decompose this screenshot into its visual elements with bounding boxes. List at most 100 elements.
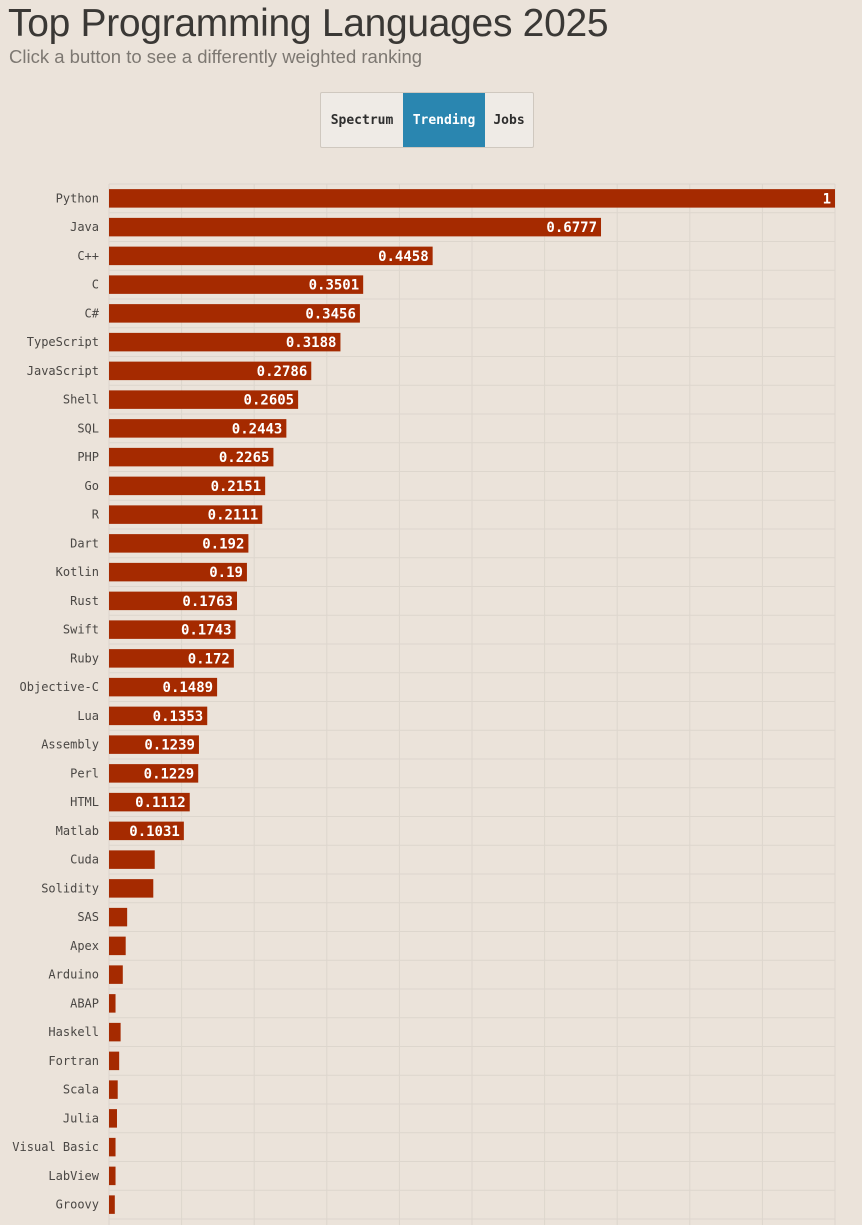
bar-abap [109, 994, 116, 1013]
category-label: Shell [63, 393, 99, 407]
value-label: 0.19 [209, 565, 243, 581]
value-label: 0.1489 [163, 680, 214, 696]
bar-rust [109, 591, 237, 611]
bar-groovy [109, 1195, 115, 1214]
value-label: 0.1763 [182, 594, 233, 610]
bar-scala [109, 1080, 118, 1099]
category-label: R [92, 508, 100, 522]
bar-html [109, 792, 190, 812]
category-label: Fortran [48, 1054, 99, 1068]
value-label: 0.1743 [181, 623, 232, 639]
category-label: Julia [63, 1111, 99, 1125]
value-label: 0.2786 [257, 364, 308, 380]
category-label: Haskell [48, 1025, 99, 1039]
jobs-button[interactable]: Jobs [493, 112, 525, 128]
bar-c- [109, 246, 433, 266]
bar-haskell [109, 1022, 121, 1042]
category-label: Dart [70, 536, 99, 550]
bar-matlab [109, 821, 184, 841]
value-label: 0.6777 [546, 220, 597, 236]
category-label: Objective-C [20, 680, 99, 694]
value-label: 1 [823, 191, 831, 207]
chart-grid [108, 183, 836, 1225]
value-label: 0.3456 [305, 306, 356, 322]
bar-php [109, 447, 274, 467]
page-subtitle: Click a button to see a differently weig… [9, 46, 423, 67]
value-label: 0.1031 [129, 824, 180, 840]
category-label: Perl [70, 766, 99, 780]
bar-assembly [109, 735, 199, 754]
category-label: Lua [77, 709, 99, 723]
bar-cuda [109, 850, 155, 869]
value-label: 0.2111 [208, 508, 259, 524]
bar-perl [109, 764, 199, 783]
value-label: 0.3501 [309, 278, 360, 294]
bar-sql [109, 419, 287, 438]
value-label: 0.2265 [219, 450, 270, 466]
bar-kotlin [109, 562, 247, 582]
value-label: 0.1353 [153, 709, 204, 725]
category-label: SAS [77, 910, 99, 924]
category-label: Ruby [70, 651, 99, 665]
bar-ruby [109, 649, 234, 668]
bar-arduino [109, 965, 123, 984]
bar-swift [109, 620, 236, 639]
value-label: 0.4458 [378, 249, 429, 265]
category-label: LabView [48, 1169, 99, 1183]
category-label: C++ [77, 249, 99, 263]
value-label: 0.192 [202, 536, 244, 552]
category-label: Scala [63, 1083, 99, 1097]
bar-c- [109, 304, 360, 323]
category-label: Kotlin [56, 565, 99, 579]
category-label: Arduino [48, 968, 99, 982]
value-label: 0.1229 [144, 766, 195, 782]
category-label: Assembly [41, 738, 99, 752]
bar-go [109, 476, 266, 496]
bar-objective-c [109, 677, 218, 697]
value-label: 0.172 [188, 651, 230, 667]
category-label: ABAP [70, 996, 99, 1010]
category-label: C [92, 278, 99, 292]
bar-solidity [109, 879, 154, 898]
value-label: 0.2151 [211, 479, 262, 495]
category-label: C# [85, 306, 100, 320]
bar-fortran [109, 1051, 120, 1071]
category-label: Swift [63, 623, 99, 637]
chart-category-labels: Python Java C++ C C# TypeScript JavaScript Shel… [12, 191, 99, 1211]
category-label: TypeScript [27, 335, 99, 349]
category-label: Matlab [56, 824, 99, 838]
category-label: JavaScript [27, 364, 99, 378]
category-label: Go [85, 479, 99, 493]
category-label: Solidity [41, 881, 99, 895]
bar-c [109, 275, 364, 294]
category-label: Rust [70, 594, 99, 608]
category-label: PHP [77, 450, 99, 464]
trending-button[interactable]: Trending [403, 93, 485, 147]
category-label: Apex [70, 939, 99, 953]
chart-bars [109, 189, 835, 1214]
category-label: Visual Basic [12, 1140, 99, 1154]
bar-dart [109, 534, 249, 553]
value-label: 0.1112 [135, 795, 186, 811]
bar-javascript [109, 361, 312, 381]
category-label: Cuda [70, 853, 99, 867]
page-title: Top Programming Languages 2025 [8, 2, 609, 45]
category-label: SQL [77, 421, 99, 435]
bar-labview [109, 1166, 116, 1186]
bar-apex [109, 936, 126, 956]
category-label: HTML [70, 795, 99, 809]
value-label: 0.3188 [286, 335, 337, 351]
category-label: Python [56, 191, 99, 205]
bar-r [109, 505, 263, 524]
value-label: 0.2443 [232, 421, 283, 437]
bar-shell [109, 390, 299, 409]
bar-python [109, 189, 835, 208]
value-label: 0.2605 [244, 393, 295, 409]
ranking-toggle-group: Spectrum Trending Jobs [320, 92, 534, 148]
spectrum-button[interactable]: Spectrum [330, 112, 394, 128]
category-label: Java [70, 220, 99, 234]
bar-sas [109, 907, 128, 927]
bar-typescript [109, 332, 341, 352]
bar-lua [109, 706, 208, 726]
